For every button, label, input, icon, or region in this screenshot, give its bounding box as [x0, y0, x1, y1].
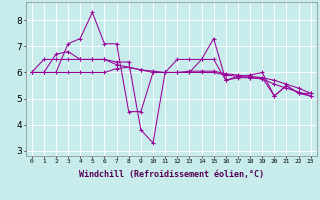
X-axis label: Windchill (Refroidissement éolien,°C): Windchill (Refroidissement éolien,°C): [79, 170, 264, 179]
